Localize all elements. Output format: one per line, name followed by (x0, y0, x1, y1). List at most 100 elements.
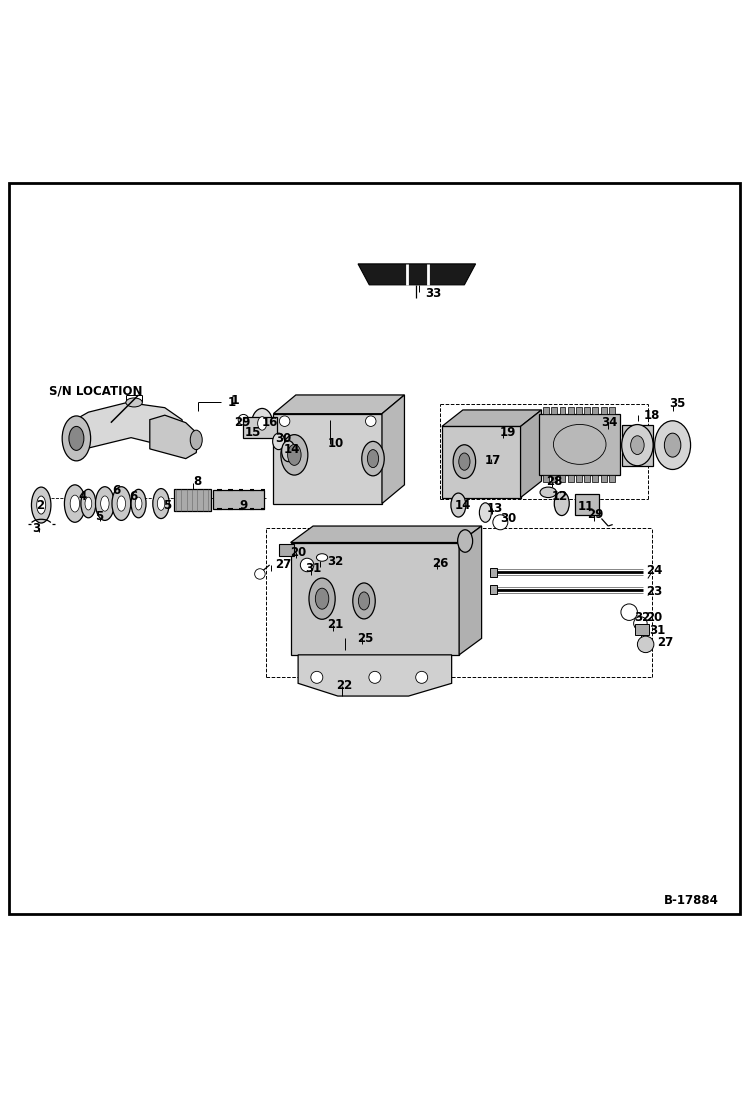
Bar (584, 407, 590, 414)
Bar (490, 568, 497, 577)
Circle shape (255, 568, 265, 579)
Polygon shape (150, 415, 198, 459)
Ellipse shape (362, 441, 384, 476)
Text: 6: 6 (129, 489, 138, 502)
Text: B-17884: B-17884 (664, 894, 719, 906)
Text: 2: 2 (36, 498, 43, 511)
Bar (543, 475, 549, 482)
Ellipse shape (258, 417, 267, 430)
Text: 5: 5 (163, 498, 172, 511)
Ellipse shape (273, 433, 285, 450)
Ellipse shape (288, 444, 301, 465)
Bar (601, 475, 607, 482)
Bar (273, 414, 382, 504)
Ellipse shape (64, 485, 85, 522)
Text: 9: 9 (239, 498, 248, 511)
Circle shape (300, 558, 314, 572)
Text: 4: 4 (78, 489, 87, 502)
Bar (551, 475, 557, 482)
Ellipse shape (458, 530, 473, 552)
Circle shape (637, 636, 654, 653)
Ellipse shape (37, 496, 46, 514)
Bar (213, 490, 264, 509)
Bar (584, 475, 590, 482)
Ellipse shape (190, 430, 202, 450)
Text: 30: 30 (500, 512, 516, 525)
Text: 30: 30 (275, 432, 291, 445)
Polygon shape (66, 403, 186, 453)
Text: 26: 26 (432, 557, 449, 570)
Polygon shape (459, 527, 482, 655)
Bar (174, 488, 211, 511)
Bar (576, 407, 582, 414)
Text: 31: 31 (305, 563, 321, 575)
Ellipse shape (309, 578, 336, 620)
Ellipse shape (70, 495, 79, 512)
Bar (291, 543, 459, 655)
Ellipse shape (62, 416, 91, 461)
Ellipse shape (100, 496, 109, 511)
Ellipse shape (281, 434, 308, 475)
Text: 20: 20 (646, 611, 662, 624)
Bar (592, 407, 598, 414)
Text: 12: 12 (552, 489, 568, 502)
Bar (568, 475, 574, 482)
Polygon shape (358, 264, 476, 285)
Text: 23: 23 (646, 585, 662, 598)
Text: 14: 14 (284, 443, 300, 456)
Circle shape (279, 416, 290, 427)
Ellipse shape (252, 408, 273, 439)
Ellipse shape (315, 588, 329, 609)
Ellipse shape (453, 444, 476, 478)
Circle shape (238, 415, 249, 425)
Ellipse shape (31, 487, 51, 523)
Text: 27: 27 (275, 558, 291, 572)
Ellipse shape (631, 436, 644, 454)
Ellipse shape (117, 496, 126, 511)
Circle shape (366, 416, 376, 427)
Text: 31: 31 (649, 624, 666, 637)
Bar (592, 475, 598, 482)
Circle shape (311, 671, 323, 683)
Circle shape (634, 617, 647, 630)
Text: 27: 27 (657, 635, 673, 648)
Ellipse shape (479, 502, 491, 522)
Circle shape (369, 671, 381, 683)
Polygon shape (298, 655, 452, 697)
Bar (601, 407, 607, 414)
Text: 3: 3 (32, 522, 40, 534)
Ellipse shape (540, 487, 557, 498)
Bar (539, 414, 620, 475)
Text: 19: 19 (500, 426, 516, 439)
Text: 8: 8 (192, 475, 201, 487)
Polygon shape (273, 395, 404, 414)
Bar (279, 544, 294, 556)
Text: 11: 11 (577, 500, 594, 513)
Ellipse shape (316, 554, 328, 562)
Ellipse shape (622, 425, 653, 466)
Ellipse shape (664, 433, 681, 457)
Text: S/N LOCATION: S/N LOCATION (49, 385, 142, 398)
Ellipse shape (358, 592, 370, 610)
Text: 33: 33 (425, 287, 441, 301)
Text: 22: 22 (336, 679, 353, 692)
Text: 28: 28 (546, 475, 562, 487)
Ellipse shape (153, 488, 169, 519)
Ellipse shape (85, 497, 91, 510)
Text: 34: 34 (601, 416, 617, 429)
Ellipse shape (135, 497, 142, 510)
Text: 32: 32 (327, 555, 344, 568)
Ellipse shape (554, 491, 569, 516)
Text: 29: 29 (587, 508, 604, 521)
Text: 29: 29 (234, 416, 250, 429)
Text: 32: 32 (634, 611, 651, 624)
Text: 25: 25 (357, 632, 374, 645)
Ellipse shape (96, 487, 114, 520)
Polygon shape (442, 410, 542, 427)
Circle shape (621, 604, 637, 621)
Bar (576, 475, 582, 482)
Text: 6: 6 (112, 484, 121, 497)
Polygon shape (382, 395, 404, 504)
Bar (575, 494, 599, 514)
Polygon shape (521, 410, 542, 498)
